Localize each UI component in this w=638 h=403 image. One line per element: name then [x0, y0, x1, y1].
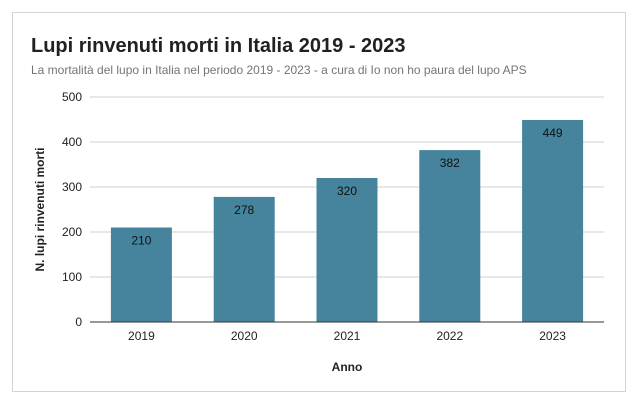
- chart-title: Lupi rinvenuti morti in Italia 2019 - 20…: [31, 35, 406, 57]
- x-axis-title: Anno: [332, 360, 363, 374]
- bar-2019: [110, 227, 172, 322]
- y-tick-label: 100: [62, 270, 82, 284]
- data-labels: 210 278 320 382 449: [131, 126, 563, 248]
- x-tick-label-2023: 2023: [539, 329, 566, 343]
- x-tick-label-2022: 2022: [436, 329, 463, 343]
- y-tick-label: 400: [62, 135, 82, 149]
- y-axis-title: N. lupi rinvenuti morti: [33, 147, 47, 271]
- y-tick-label: 0: [75, 315, 82, 329]
- bar-2021: [316, 178, 378, 322]
- x-tick-labels: 2019 2020 2021 2022 2023: [128, 329, 566, 343]
- x-tick-label-2020: 2020: [231, 329, 258, 343]
- bar-2022: [419, 150, 481, 322]
- data-label-2022: 382: [440, 156, 460, 170]
- chart-subtitle: La mortalità del lupo in Italia nel peri…: [31, 63, 527, 77]
- x-tick-label-2021: 2021: [334, 329, 361, 343]
- y-tick-label: 500: [62, 90, 82, 104]
- y-tick-label: 200: [62, 225, 82, 239]
- data-label-2021: 320: [337, 184, 357, 198]
- bar-2023: [522, 119, 584, 322]
- data-label-2023: 449: [543, 126, 563, 140]
- x-tick-label-2019: 2019: [128, 329, 155, 343]
- bars: [110, 119, 584, 322]
- data-label-2019: 210: [131, 234, 151, 248]
- bar-2020: [213, 196, 275, 322]
- y-tick-label: 300: [62, 180, 82, 194]
- data-label-2020: 278: [234, 203, 254, 217]
- y-tick-labels: 0 100 200 300 400 500: [62, 90, 82, 329]
